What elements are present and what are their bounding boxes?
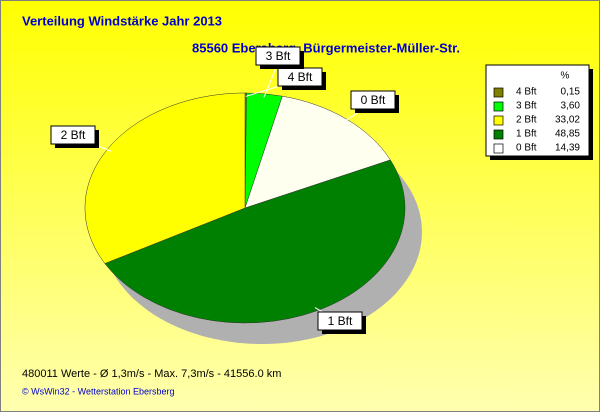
legend-value: 14,39 <box>555 143 580 154</box>
slice-label: 1 Bft <box>328 314 353 328</box>
footer: 480011 Werte - Ø 1,3m/s - Max. 7,3m/s - … <box>22 368 281 380</box>
legend-label: 3 Bft <box>516 101 537 112</box>
legend-swatch <box>493 87 504 98</box>
slice-label: 4 Bft <box>288 70 313 84</box>
legend-swatch <box>493 143 504 154</box>
legend-value: 33,02 <box>555 115 580 126</box>
chart-subtitle: 85560 Ebersberg, Bürgermeister-Müller-St… <box>192 40 460 55</box>
label-box <box>50 125 96 145</box>
legend-value: 48,85 <box>555 129 580 140</box>
legend-label: 1 Bft <box>516 129 537 140</box>
slice-label: 3 Bft <box>266 49 291 63</box>
slice-label: 2 Bft <box>61 128 86 142</box>
legend-label: 0 Bft <box>516 143 537 154</box>
credit: © WsWin32 - Wetterstation Ebersberg <box>22 386 175 396</box>
pie <box>84 92 406 324</box>
slice-labels: 4 Bft 3 Bft 0 Bft 1 Bft 2 Bft <box>50 46 399 334</box>
legend-swatch <box>493 129 504 140</box>
label-box <box>255 46 301 66</box>
legend-swatch <box>493 101 504 112</box>
legend-header: % <box>561 71 570 82</box>
legend-label: 4 Bft <box>516 87 537 98</box>
pie-slice <box>104 159 406 324</box>
legend-value: 3,60 <box>561 101 581 112</box>
legend-value: 0,15 <box>561 87 581 98</box>
chart-title: Verteilung Windstärke Jahr 2013 <box>22 13 222 28</box>
label-box <box>350 90 396 110</box>
pie-slice <box>244 95 391 209</box>
legend-label: 2 Bft <box>516 115 537 126</box>
label-box <box>317 311 363 331</box>
slice-label: 0 Bft <box>361 93 386 107</box>
legend-swatch <box>493 115 504 126</box>
